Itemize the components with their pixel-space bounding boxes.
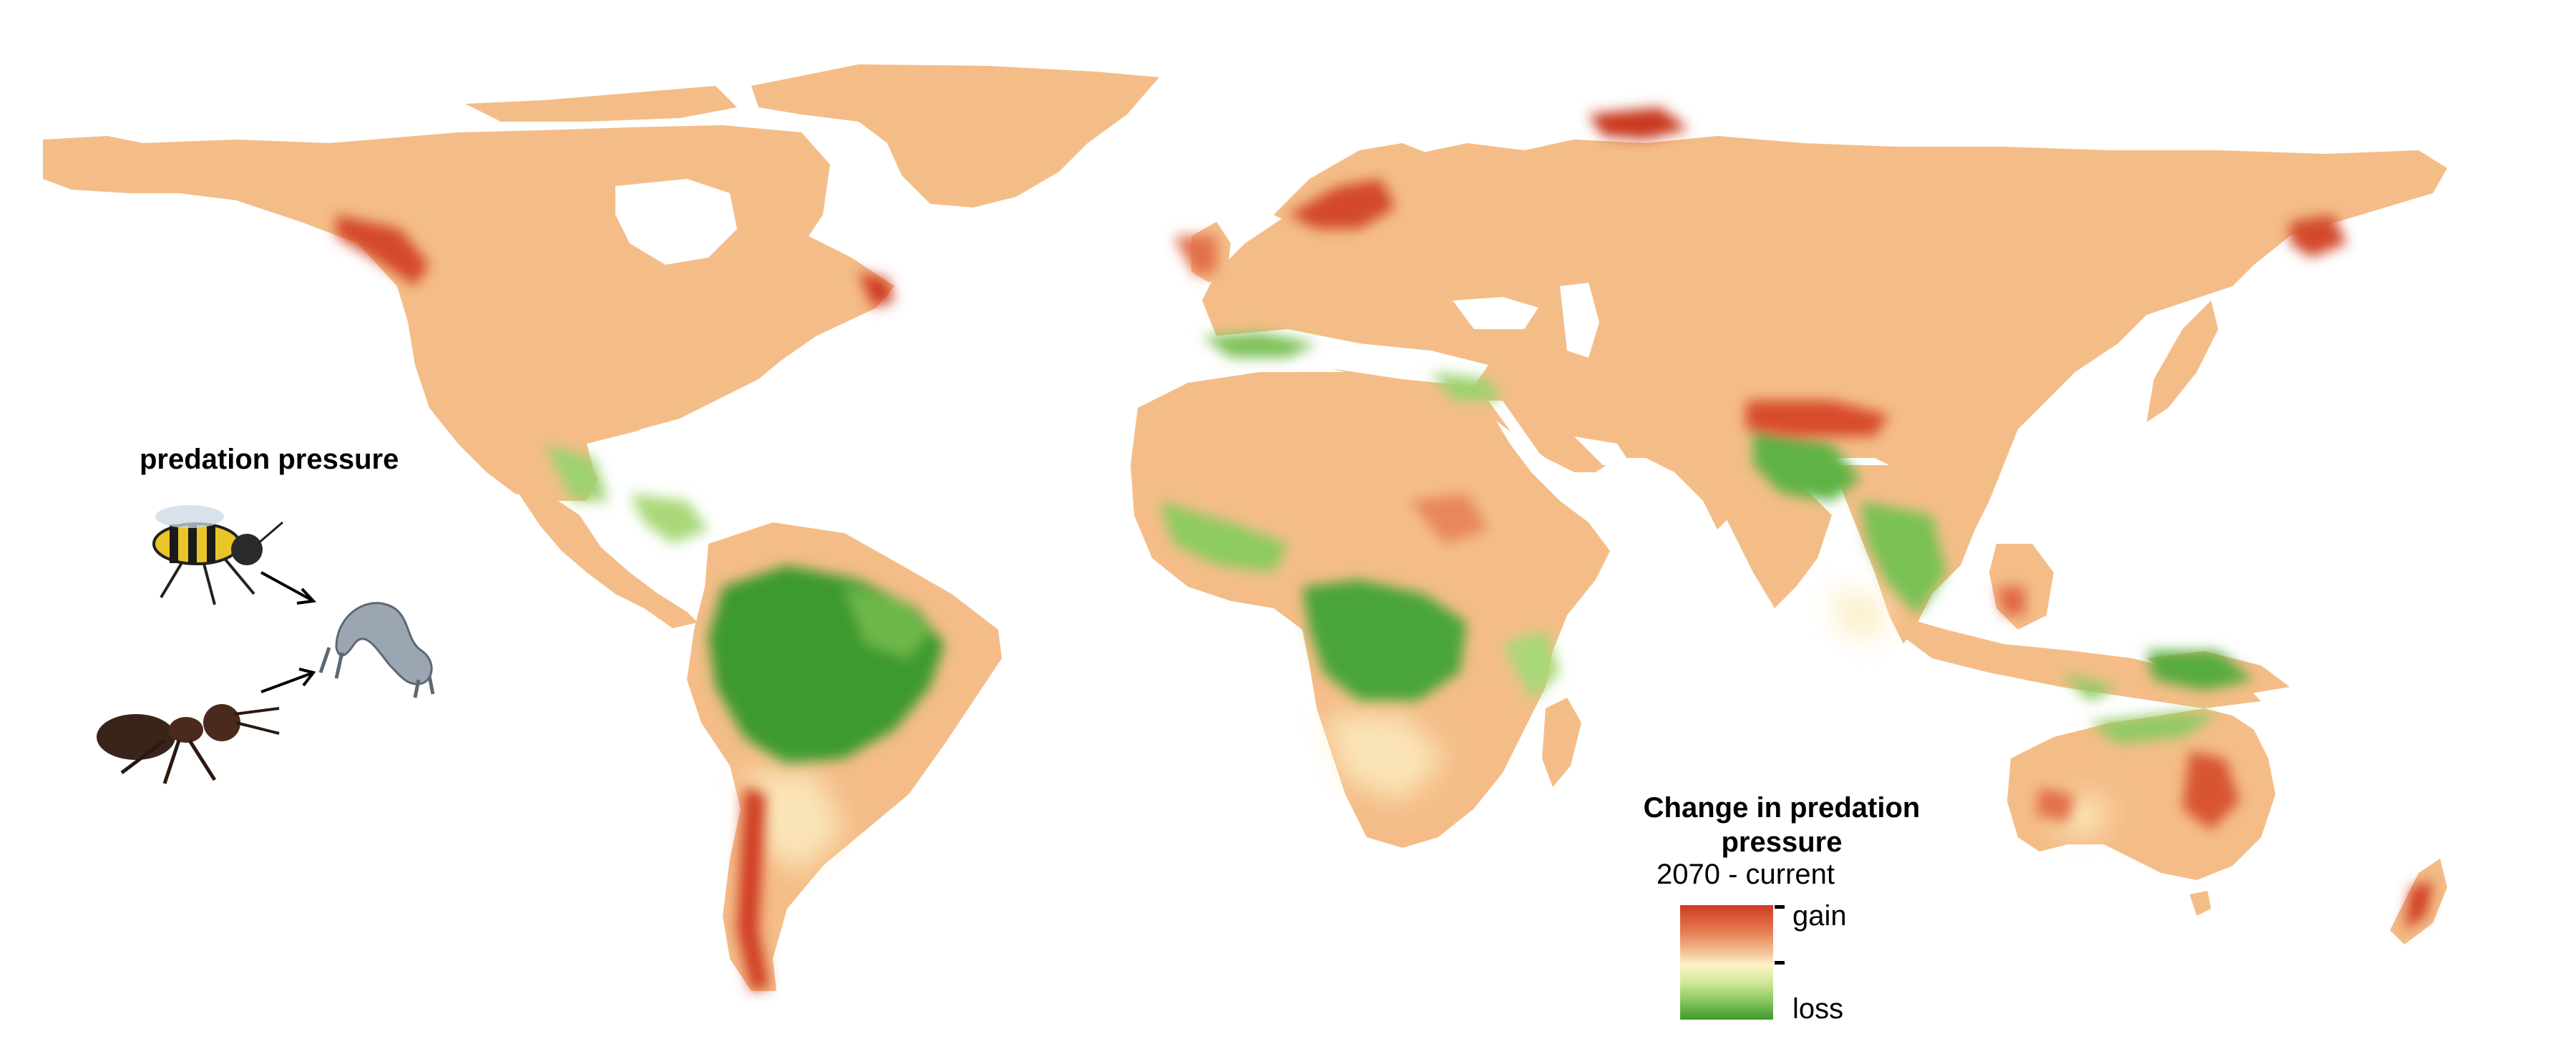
- eurasia: [1202, 136, 2447, 544]
- gulf-of-mexico: [587, 429, 716, 501]
- madagascar: [1542, 698, 1581, 787]
- predation-inset: [97, 505, 435, 784]
- australia: [2007, 708, 2275, 880]
- greenland: [751, 64, 1159, 208]
- wasp-icon: [152, 505, 283, 605]
- caterpillar-icon: [318, 602, 435, 698]
- gain-regions: [336, 107, 2433, 991]
- black-sea: [1453, 297, 1538, 329]
- water-bodies: [587, 179, 1631, 501]
- arrow-icon: [260, 571, 317, 693]
- central-america: [519, 494, 698, 628]
- persian-gulf: [1574, 436, 1631, 465]
- arctic-islands: [465, 86, 737, 122]
- ant-icon: [97, 704, 280, 784]
- loss-regions: [544, 333, 2254, 766]
- legend-color-bar: [1680, 905, 1773, 1020]
- legend-subtitle: 2070 - current: [1657, 859, 1835, 890]
- legend-gain-label: gain: [1792, 900, 1847, 932]
- legend-ticks: [1775, 905, 1785, 965]
- tasmania: [2190, 891, 2211, 916]
- inset-title: predation pressure: [140, 444, 399, 475]
- legend-title: Change in predation pressure: [1643, 792, 1921, 858]
- caspian-sea: [1560, 283, 1599, 358]
- legend-loss-label: loss: [1792, 993, 1844, 1025]
- indonesia: [1896, 615, 2261, 708]
- red-sea: [1488, 401, 1553, 479]
- japan: [2147, 301, 2218, 422]
- hudson-bay: [615, 179, 737, 265]
- neutral-regions: [744, 587, 2111, 873]
